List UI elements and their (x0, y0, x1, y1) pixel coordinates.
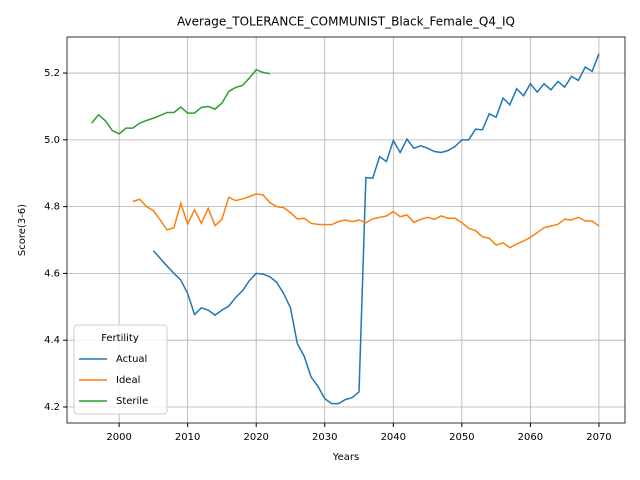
x-axis-label: Years (332, 452, 359, 463)
plot-frame (66, 36, 626, 424)
y-tick-label: 5.2 (44, 68, 60, 79)
x-tick-label: 2010 (175, 432, 200, 443)
y-tick-label: 4.4 (44, 335, 60, 346)
series-line (91, 68, 271, 135)
y-tick-label: 5.0 (44, 135, 60, 146)
series-line (152, 53, 600, 405)
y-tick-label: 4.8 (44, 202, 60, 213)
x-tick-label: 2040 (381, 432, 406, 443)
y-axis-label: Score(3-6) (17, 204, 28, 256)
x-tick-label: 2070 (586, 432, 611, 443)
x-tick-label: 2060 (518, 432, 543, 443)
x-tick-label: 2000 (106, 432, 131, 443)
legend-box (73, 324, 168, 415)
legend-label: Sterile (116, 396, 148, 407)
x-tick-label: 2030 (312, 432, 337, 443)
y-tick-label: 4.2 (44, 402, 60, 413)
x-tick-label: 2020 (243, 432, 268, 443)
legend-label: Actual (116, 354, 147, 365)
legend-title: Fertility (101, 333, 139, 344)
legend-label: Ideal (116, 375, 140, 386)
series-line (132, 193, 600, 249)
y-tick-label: 4.6 (44, 268, 60, 279)
legend: Fertility Actual Ideal Sterile (73, 324, 168, 415)
x-tick-label: 2050 (449, 432, 474, 443)
chart-title: Average_TOLERANCE_COMMUNIST_Black_Female… (177, 15, 515, 29)
